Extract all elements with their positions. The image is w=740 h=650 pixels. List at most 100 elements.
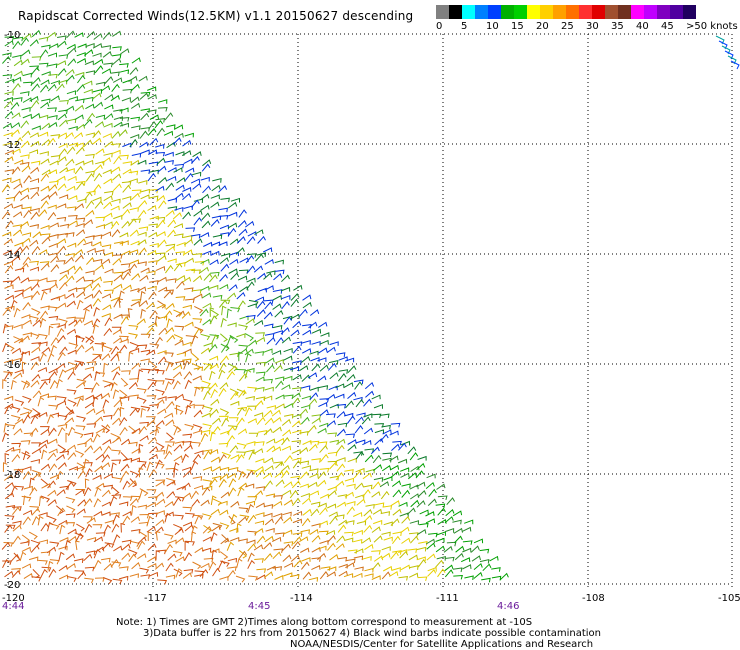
wind-barb <box>371 413 382 419</box>
wind-barb <box>137 504 148 510</box>
wind-barb <box>4 294 15 301</box>
wind-barb <box>66 562 76 570</box>
wind-barb <box>5 220 14 229</box>
wind-barb <box>218 207 228 213</box>
wind-barb <box>209 448 219 455</box>
wind-barb <box>64 367 75 373</box>
wind-barb <box>147 543 157 551</box>
wind-barb <box>264 518 274 526</box>
wind-barb <box>317 552 327 561</box>
wind-barb <box>3 474 14 481</box>
wind-barb <box>173 455 183 462</box>
wind-barb <box>121 196 132 201</box>
wind-barb <box>263 323 274 329</box>
wind-barb <box>346 483 356 489</box>
wind-barb <box>122 184 132 193</box>
wind-barb <box>122 511 132 517</box>
wind-barb <box>184 540 190 551</box>
wind-barb <box>202 185 211 194</box>
wind-barb <box>119 406 125 417</box>
wind-barb <box>94 58 104 65</box>
wind-barb <box>183 360 191 370</box>
wind-barb <box>164 264 174 274</box>
lon-label-114w: -114 <box>290 593 313 604</box>
wind-barb <box>203 450 212 460</box>
wind-barb <box>68 361 78 369</box>
wind-barb <box>364 381 375 390</box>
wind-barb <box>221 417 230 427</box>
note-line-3: NOAA/NESDIS/Center for Satellite Applica… <box>290 639 594 650</box>
wind-barb <box>94 264 104 271</box>
wind-barb <box>75 146 85 155</box>
wind-barb <box>200 562 210 569</box>
wind-barb <box>192 453 202 463</box>
wind-barb <box>49 523 60 530</box>
wind-barb <box>140 308 146 319</box>
wind-barb <box>94 487 102 497</box>
wind-barb <box>11 178 21 184</box>
wind-barb <box>121 208 131 217</box>
wind-barb <box>471 555 481 562</box>
time-label-start: 4:44 <box>2 601 25 612</box>
wind-barb <box>148 231 158 238</box>
wind-barb <box>112 436 122 444</box>
wind-barb <box>84 566 95 572</box>
wind-barb <box>293 536 302 545</box>
wind-barb <box>4 36 15 41</box>
wind-barb <box>435 503 446 509</box>
wind-barb <box>68 466 78 471</box>
wind-barb <box>68 142 79 148</box>
wind-barb <box>219 473 229 481</box>
wind-barb <box>200 429 211 435</box>
wind-barb <box>22 33 32 40</box>
wind-barb <box>77 238 87 246</box>
wind-barb <box>39 380 48 390</box>
wind-barb <box>299 430 309 436</box>
wind-barb <box>416 546 427 552</box>
wind-barb <box>111 166 121 173</box>
wind-barb <box>103 122 113 128</box>
wind-barb <box>363 427 374 435</box>
wind-barb <box>355 467 365 473</box>
wind-barb <box>218 442 229 448</box>
wind-barb <box>38 512 48 517</box>
wind-barb <box>336 501 347 508</box>
wind-barb <box>201 412 211 418</box>
wind-barb <box>12 535 21 545</box>
wind-barb <box>131 362 141 370</box>
wind-barb <box>65 74 75 83</box>
wind-barb <box>38 277 48 283</box>
wind-barb <box>57 245 67 254</box>
wind-barb <box>140 108 150 113</box>
wind-barb <box>57 68 67 76</box>
wind-barb <box>30 166 40 174</box>
wind-barb <box>202 536 212 542</box>
wind-barb <box>57 414 68 421</box>
wind-barb <box>2 142 12 148</box>
wind-barb <box>236 451 247 457</box>
wind-barb <box>218 478 227 488</box>
wind-barb <box>4 40 14 47</box>
wind-barb <box>154 315 161 326</box>
wind-barb <box>103 212 113 219</box>
wind-barb <box>92 276 102 283</box>
wind-barb <box>21 314 31 319</box>
wind-barb <box>40 158 50 165</box>
wind-barb <box>21 232 32 237</box>
wind-barb <box>257 272 267 280</box>
wind-barb <box>56 400 67 406</box>
wind-barb <box>311 547 321 553</box>
wind-barb <box>83 139 93 148</box>
wind-barb <box>30 207 40 213</box>
wind-barb <box>293 559 303 568</box>
wind-barb <box>220 263 230 272</box>
wind-barb <box>190 460 199 470</box>
wind-barb <box>21 452 31 460</box>
wind-barb <box>102 132 112 138</box>
wind-barb <box>264 457 274 464</box>
wind-barb <box>84 577 94 584</box>
wind-barb <box>47 515 57 523</box>
wind-barb <box>38 209 48 217</box>
wind-barb <box>165 574 176 580</box>
wind-barb <box>228 211 238 217</box>
